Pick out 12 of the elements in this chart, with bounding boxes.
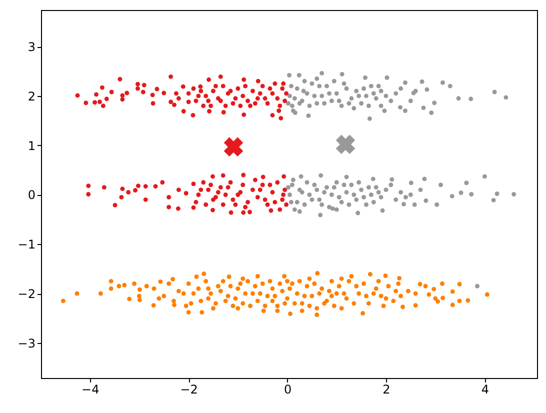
y-tick-label: 2	[28, 89, 36, 104]
y-tick-label: −2	[18, 287, 36, 302]
y-tick-label: 3	[28, 40, 36, 54]
y-tick-label: 0	[28, 188, 36, 202]
x-tick-label: −4	[82, 382, 100, 396]
y-tick-label: −1	[18, 238, 36, 252]
x-tick-label: 2	[382, 382, 390, 396]
x-tick-label: 0	[284, 382, 292, 396]
x-tick-label: 4	[481, 382, 490, 396]
x-tick-label: −2	[180, 382, 198, 396]
y-tick-label: −3	[18, 336, 36, 350]
y-tick-label: 1	[28, 138, 36, 153]
